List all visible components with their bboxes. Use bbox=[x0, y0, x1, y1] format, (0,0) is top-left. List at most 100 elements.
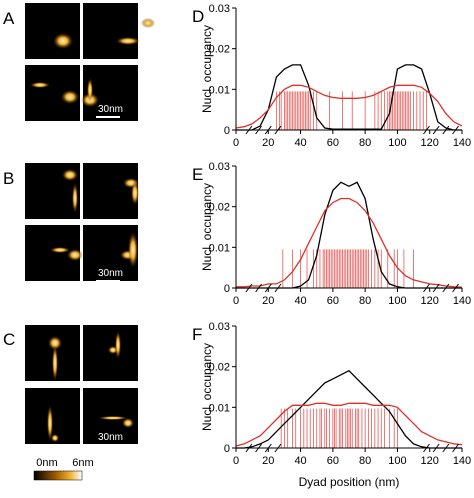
axis-break bbox=[432, 283, 440, 293]
x-tick-label: 140 bbox=[453, 295, 471, 307]
axis-break bbox=[255, 283, 263, 293]
x-tick-label: 40 bbox=[294, 455, 306, 467]
afm-feature bbox=[30, 82, 50, 88]
y-tick-label: 0.03 bbox=[209, 3, 230, 15]
y-tick-label: 0.02 bbox=[209, 44, 230, 56]
colorbar-label: 0nm bbox=[36, 457, 57, 469]
afm-feature bbox=[115, 331, 121, 359]
x-tick-label: 0 bbox=[233, 137, 239, 149]
x-tick-label: 40 bbox=[294, 137, 306, 149]
scale-label: 30nm bbox=[98, 432, 123, 443]
x-tick-label: 140 bbox=[453, 137, 471, 149]
afm-feature bbox=[122, 418, 134, 428]
x-tick-label: 60 bbox=[327, 295, 339, 307]
x-tick-label: 140 bbox=[453, 455, 471, 467]
axis-break bbox=[274, 443, 282, 453]
series-line bbox=[235, 402, 463, 447]
y-tick-label: 0.02 bbox=[209, 362, 230, 374]
y-tick-label: 0.03 bbox=[209, 321, 230, 333]
series-line bbox=[235, 84, 463, 129]
axis-break bbox=[245, 125, 253, 135]
afm-feature bbox=[116, 37, 140, 45]
afm-image bbox=[83, 163, 138, 219]
x-tick-label: 120 bbox=[421, 455, 439, 467]
afm-image bbox=[83, 3, 138, 59]
afm-feature bbox=[62, 169, 78, 181]
x-tick-label: 120 bbox=[421, 295, 439, 307]
panel-label: D bbox=[192, 7, 204, 26]
series-line bbox=[236, 369, 462, 449]
x-tick-label: 60 bbox=[327, 137, 339, 149]
afm-feature bbox=[131, 181, 139, 205]
scale-label: 30nm bbox=[98, 104, 123, 115]
afm-feature bbox=[61, 90, 79, 104]
panel-label: C bbox=[3, 330, 15, 349]
x-tick-label: 80 bbox=[359, 455, 371, 467]
x-tick-label: 100 bbox=[388, 137, 406, 149]
scale-label: 30nm bbox=[98, 268, 123, 279]
afm-feature bbox=[87, 78, 93, 102]
axis-break bbox=[274, 125, 282, 135]
x-tick-label: 60 bbox=[327, 455, 339, 467]
axis-break bbox=[245, 283, 253, 293]
x-tick-label: 100 bbox=[388, 295, 406, 307]
x-tick-label: 40 bbox=[294, 295, 306, 307]
y-tick-label: 0.01 bbox=[209, 402, 230, 414]
x-tick-label: 20 bbox=[262, 137, 274, 149]
y-axis-label: Nucl. occupancy bbox=[200, 183, 214, 271]
afm-feature bbox=[72, 183, 78, 213]
afm-image bbox=[25, 3, 80, 59]
x-tick-label: 80 bbox=[359, 295, 371, 307]
series-line bbox=[236, 197, 463, 288]
axis-break bbox=[423, 125, 430, 135]
y-tick-label: 0.01 bbox=[209, 84, 230, 96]
axis-break bbox=[452, 125, 459, 135]
panel-label: A bbox=[3, 9, 15, 28]
y-tick-label: 0 bbox=[224, 125, 230, 137]
y-tick-label: 0 bbox=[224, 283, 230, 295]
y-tick-label: 0.01 bbox=[209, 242, 230, 254]
y-tick-label: 0.03 bbox=[209, 161, 230, 173]
y-tick-label: 0.02 bbox=[209, 202, 230, 214]
series-line bbox=[236, 64, 462, 131]
axis-break bbox=[442, 283, 450, 293]
afm-feature bbox=[52, 345, 58, 381]
y-axis-label: Nucl. occupancy bbox=[200, 343, 214, 431]
y-axis-label: Nucl. occupancy bbox=[200, 25, 214, 113]
axis-break bbox=[255, 443, 263, 453]
x-tick-label: 80 bbox=[359, 137, 371, 149]
axis-break bbox=[423, 283, 430, 293]
x-tick-label: 100 bbox=[388, 455, 406, 467]
x-tick-label: 0 bbox=[233, 295, 239, 307]
axis-break bbox=[255, 125, 263, 135]
afm-feature bbox=[47, 405, 53, 441]
afm-feature bbox=[48, 336, 62, 350]
axis-break bbox=[452, 283, 459, 293]
colorbar-label: 6nm bbox=[72, 457, 93, 469]
axis-break bbox=[442, 443, 450, 453]
afm-feature bbox=[50, 247, 70, 253]
colorbar bbox=[33, 470, 83, 481]
axis-break bbox=[245, 443, 253, 453]
axis-break bbox=[432, 443, 440, 453]
axis-break bbox=[264, 443, 272, 453]
afm-image bbox=[83, 388, 138, 444]
axis-break bbox=[274, 283, 282, 293]
x-tick-label: 120 bbox=[421, 137, 439, 149]
afm-feature bbox=[51, 434, 59, 442]
afm-feature bbox=[67, 249, 83, 261]
afm-feature bbox=[53, 33, 73, 49]
afm-feature bbox=[128, 232, 138, 268]
x-tick-label: 0 bbox=[233, 455, 239, 467]
axis-break bbox=[442, 125, 450, 135]
afm-feature bbox=[98, 416, 128, 420]
x-tick-label: 20 bbox=[262, 295, 274, 307]
panel-label: E bbox=[192, 165, 203, 184]
x-axis-label: Dyad position (nm) bbox=[299, 475, 400, 489]
y-tick-label: 0 bbox=[224, 443, 230, 455]
